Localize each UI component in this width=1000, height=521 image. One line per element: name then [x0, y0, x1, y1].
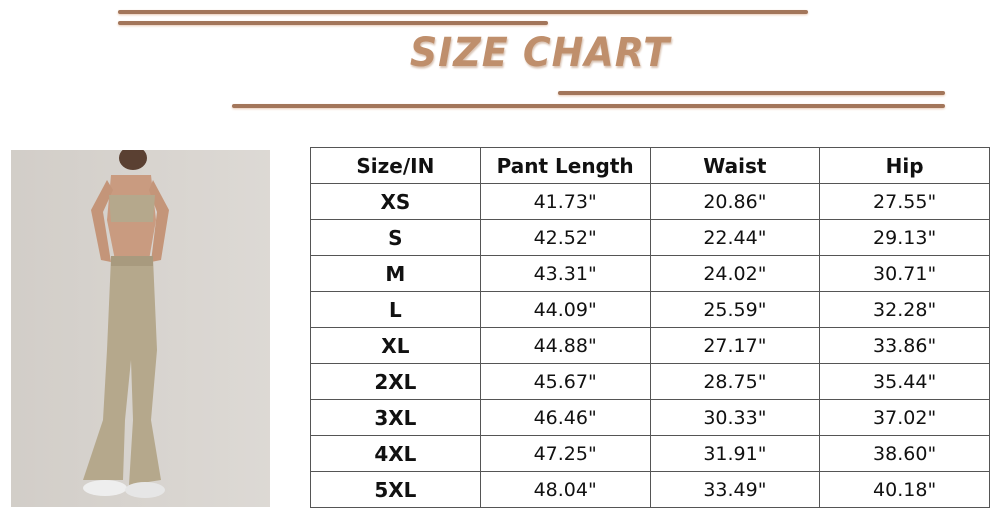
header-waist: Waist — [649, 147, 821, 184]
size-cell: 5XL — [310, 471, 481, 508]
table-row: 4XL 47.25" 31.91" 38.60" — [310, 435, 990, 472]
decor-line-bottom-1 — [558, 91, 945, 95]
table-row: M 43.31" 24.02" 30.71" — [310, 255, 990, 292]
hip-cell: 32.28" — [819, 291, 990, 328]
decor-line-bottom-2 — [232, 104, 945, 108]
waist-cell: 27.17" — [649, 327, 821, 364]
size-cell: XS — [310, 183, 481, 220]
pant-length-cell: 45.67" — [479, 363, 651, 400]
table-row: XS 41.73" 20.86" 27.55" — [310, 183, 990, 220]
hip-cell: 27.55" — [819, 183, 990, 220]
decor-line-top-1 — [118, 10, 808, 14]
pant-length-cell: 43.31" — [479, 255, 651, 292]
size-table: Size/IN Pant Length Waist Hip XS 41.73" 20… — [310, 147, 990, 508]
size-cell: S — [310, 219, 481, 256]
header-hip: Hip — [819, 147, 990, 184]
pant-length-cell: 41.73" — [479, 183, 651, 220]
waist-cell: 31.91" — [649, 435, 821, 472]
pant-length-cell: 48.04" — [479, 471, 651, 508]
size-cell: XL — [310, 327, 481, 364]
header-size: Size/IN — [310, 147, 481, 184]
size-cell: 3XL — [310, 399, 481, 436]
table-row: S 42.52" 22.44" 29.13" — [310, 219, 990, 256]
table-row: 2XL 45.67" 28.75" 35.44" — [310, 363, 990, 400]
hip-cell: 35.44" — [819, 363, 990, 400]
pant-length-cell: 47.25" — [479, 435, 651, 472]
hip-cell: 29.13" — [819, 219, 990, 256]
table-row: L 44.09" 25.59" 32.28" — [310, 291, 990, 328]
table-row: XL 44.88" 27.17" 33.86" — [310, 327, 990, 364]
waist-cell: 30.33" — [649, 399, 821, 436]
size-cell: L — [310, 291, 481, 328]
hip-cell: 38.60" — [819, 435, 990, 472]
pant-length-cell: 46.46" — [479, 399, 651, 436]
pant-length-cell: 42.52" — [479, 219, 651, 256]
hip-cell: 37.02" — [819, 399, 990, 436]
header-pant-length: Pant Length — [479, 147, 651, 184]
waist-cell: 33.49" — [649, 471, 821, 508]
waist-cell: 20.86" — [649, 183, 821, 220]
hip-cell: 33.86" — [819, 327, 990, 364]
hip-cell: 40.18" — [819, 471, 990, 508]
pant-length-cell: 44.09" — [479, 291, 651, 328]
size-cell: M — [310, 255, 481, 292]
product-photo — [11, 150, 270, 507]
size-cell: 4XL — [310, 435, 481, 472]
waist-cell: 22.44" — [649, 219, 821, 256]
waist-cell: 25.59" — [649, 291, 821, 328]
waist-cell: 28.75" — [649, 363, 821, 400]
page-title: SIZE CHART — [409, 30, 671, 76]
size-cell: 2XL — [310, 363, 481, 400]
waist-cell: 24.02" — [649, 255, 821, 292]
pant-length-cell: 44.88" — [479, 327, 651, 364]
table-header-row: Size/IN Pant Length Waist Hip — [310, 147, 990, 184]
table-row: 5XL 48.04" 33.49" 40.18" — [310, 471, 990, 508]
decor-line-top-2 — [118, 21, 548, 25]
table-row: 3XL 46.46" 30.33" 37.02" — [310, 399, 990, 436]
hip-cell: 30.71" — [819, 255, 990, 292]
